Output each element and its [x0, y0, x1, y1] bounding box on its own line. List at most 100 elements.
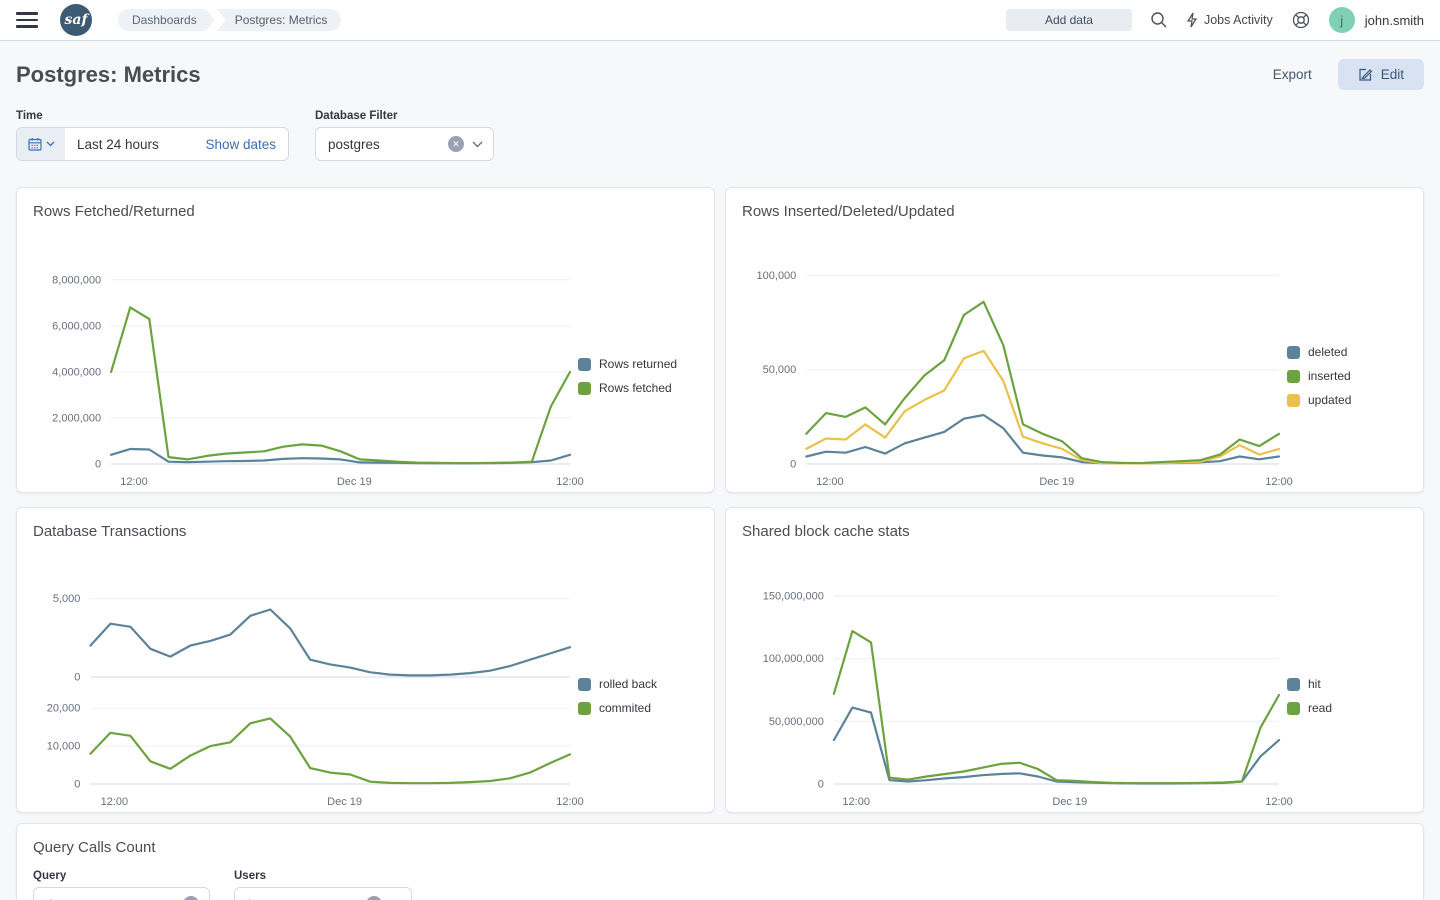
- svg-text:Dec 19: Dec 19: [1052, 796, 1087, 808]
- show-dates-button[interactable]: Show dates: [205, 137, 288, 152]
- query-input-wrap: ✕: [33, 887, 210, 900]
- time-range-value[interactable]: Last 24 hours: [65, 137, 205, 152]
- add-data-button[interactable]: Add data: [1006, 9, 1132, 31]
- database-filter-combobox[interactable]: postgres ✕: [315, 127, 494, 161]
- database-filter-label: Database Filter: [315, 110, 494, 122]
- chart-title: Rows Fetched/Returned: [33, 202, 698, 222]
- svg-text:0: 0: [790, 459, 796, 471]
- top-bar: saf Dashboards Postgres: Metrics Add dat…: [0, 0, 1440, 41]
- line-chart: 150,000,000 100,000,000 50,000,000 0 12:00 De…: [742, 578, 1285, 814]
- hamburger-menu-icon[interactable]: [16, 8, 40, 32]
- legend-swatch-icon: [1287, 702, 1300, 715]
- page-title: Postgres: Metrics: [16, 62, 201, 88]
- svg-text:Dec 19: Dec 19: [337, 476, 372, 488]
- chart-legend: rolled back commited: [576, 578, 698, 814]
- svg-text:0: 0: [818, 779, 824, 791]
- breadcrumb-current-page[interactable]: Postgres: Metrics: [217, 9, 342, 31]
- chart-svg: 100,00050,000012:00Dec 1912:00: [742, 258, 1285, 494]
- page-content: Postgres: Metrics Export Edit Time: [0, 59, 1440, 900]
- page-head: Postgres: Metrics Export Edit: [16, 59, 1424, 90]
- legend-item[interactable]: hit: [1287, 677, 1407, 691]
- legend-item[interactable]: Rows fetched: [578, 381, 698, 395]
- panel-shared-block-cache-stats: Shared block cache stats 150,000,000 100,…: [725, 507, 1424, 813]
- panel-title: Query Calls Count: [33, 838, 1407, 858]
- svg-text:12:00: 12:00: [816, 476, 844, 488]
- svg-text:50,000,000: 50,000,000: [769, 716, 824, 728]
- calendar-icon: [28, 137, 42, 151]
- legend-label: read: [1308, 701, 1332, 715]
- edit-button[interactable]: Edit: [1338, 59, 1424, 90]
- svg-text:2,000,000: 2,000,000: [52, 413, 101, 425]
- legend-swatch-icon: [1287, 370, 1300, 383]
- chart-svg: 150,000,000 100,000,000 50,000,000 0 12:00 De…: [742, 578, 1285, 814]
- svg-text:150,000,000: 150,000,000: [763, 591, 824, 603]
- legend-swatch-icon: [578, 358, 591, 371]
- legend-swatch-icon: [578, 702, 591, 715]
- svg-text:0: 0: [74, 779, 80, 791]
- help-icon[interactable]: [1291, 10, 1311, 30]
- database-filter-group: Database Filter postgres ✕: [315, 110, 494, 161]
- svg-text:12:00: 12:00: [842, 796, 870, 808]
- svg-text:0: 0: [95, 459, 101, 471]
- legend-swatch-icon: [578, 678, 591, 691]
- svg-text:100,000,000: 100,000,000: [763, 653, 824, 665]
- chart-legend: deleted inserted updated: [1285, 258, 1407, 494]
- database-filter-value: postgres: [328, 137, 440, 152]
- panel-query-calls-count: Query Calls Count Query ✕ Users * ✕: [16, 823, 1424, 900]
- line-chart: 5,000020,00010,000012:00Dec 1912:00: [33, 578, 576, 814]
- legend-item[interactable]: updated: [1287, 393, 1407, 407]
- legend-item[interactable]: inserted: [1287, 369, 1407, 383]
- line-chart: 100,00050,000012:00Dec 1912:00: [742, 258, 1285, 494]
- svg-text:12:00: 12:00: [101, 796, 129, 808]
- time-filter-label: Time: [16, 110, 289, 122]
- clear-icon[interactable]: ✕: [448, 136, 464, 152]
- jobs-activity-button[interactable]: Jobs Activity: [1186, 12, 1273, 28]
- svg-text:5,000: 5,000: [53, 593, 81, 605]
- svg-text:0: 0: [74, 672, 80, 684]
- avatar: j: [1329, 7, 1355, 33]
- legend-item[interactable]: read: [1287, 701, 1407, 715]
- legend-item[interactable]: deleted: [1287, 345, 1407, 359]
- users-combobox[interactable]: * ✕: [234, 887, 412, 900]
- search-icon[interactable]: [1150, 11, 1168, 29]
- time-filter-group: Time Last 24 hours Show dates: [16, 110, 289, 161]
- legend-swatch-icon: [1287, 678, 1300, 691]
- legend-swatch-icon: [1287, 394, 1300, 407]
- query-filter-group: Query ✕: [33, 870, 210, 900]
- svg-text:20,000: 20,000: [47, 703, 81, 715]
- edit-pencil-icon: [1358, 67, 1373, 82]
- query-input[interactable]: [36, 897, 183, 900]
- breadcrumb-dashboards[interactable]: Dashboards: [118, 9, 215, 31]
- legend-item[interactable]: rolled back: [578, 677, 698, 691]
- clear-icon[interactable]: ✕: [366, 896, 382, 900]
- chart-svg: 5,000020,00010,000012:00Dec 1912:00: [33, 578, 576, 814]
- breadcrumb: Dashboards Postgres: Metrics: [118, 9, 341, 31]
- panel-rows-inserted-deleted-updated: Rows Inserted/Deleted/Updated 100,00050,…: [725, 187, 1424, 493]
- svg-text:50,000: 50,000: [763, 364, 797, 376]
- legend-label: hit: [1308, 677, 1321, 691]
- chart-title: Shared block cache stats: [742, 522, 1407, 542]
- edit-button-label: Edit: [1381, 67, 1404, 82]
- filter-bar: Time Last 24 hours Show dates: [16, 110, 1424, 161]
- export-button[interactable]: Export: [1273, 67, 1312, 82]
- time-picker[interactable]: Last 24 hours Show dates: [16, 127, 289, 161]
- user-menu[interactable]: j john.smith: [1329, 7, 1424, 33]
- svg-text:8,000,000: 8,000,000: [52, 274, 101, 286]
- legend-item[interactable]: Rows returned: [578, 357, 698, 371]
- chevron-down-icon[interactable]: [472, 141, 483, 148]
- chart-title: Database Transactions: [33, 522, 698, 542]
- chart-legend: Rows returned Rows fetched: [576, 258, 698, 494]
- calendar-dropdown-button[interactable]: [17, 128, 65, 160]
- top-bar-right: Add data Jobs Activity j john.smith: [1006, 7, 1424, 33]
- svg-text:4,000,000: 4,000,000: [52, 366, 101, 378]
- legend-swatch-icon: [1287, 346, 1300, 359]
- legend-item[interactable]: commited: [578, 701, 698, 715]
- clear-icon[interactable]: ✕: [183, 896, 199, 900]
- app-logo[interactable]: saf: [60, 4, 92, 36]
- dashboard-grid: Rows Fetched/Returned 8,000,0006,000,000…: [16, 187, 1424, 813]
- chart-svg: 8,000,0006,000,0004,000,0002,000,000012:…: [33, 258, 576, 494]
- legend-label: rolled back: [599, 677, 657, 691]
- users-filter-group: Users * ✕: [234, 870, 412, 900]
- chart-title: Rows Inserted/Deleted/Updated: [742, 202, 1407, 222]
- legend-label: Rows returned: [599, 357, 677, 371]
